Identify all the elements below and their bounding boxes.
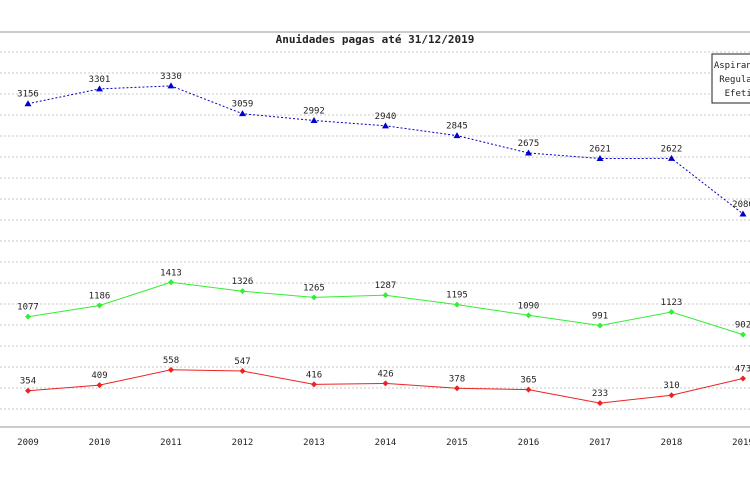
data-label: 233	[592, 389, 608, 399]
data-label: 378	[449, 374, 465, 384]
data-label: 2622	[661, 144, 683, 154]
data-point	[239, 288, 246, 295]
data-point	[239, 367, 246, 374]
chart-title: Anuidades pagas até 31/12/2019	[276, 33, 475, 46]
legend: Aspirantes Regulares Efetivos	[711, 53, 750, 104]
data-point	[310, 117, 318, 124]
data-label: 1186	[89, 292, 111, 302]
x-tick-label: 2012	[232, 438, 254, 448]
data-point	[311, 381, 317, 388]
data-label: 558	[163, 356, 179, 366]
data-label: 1326	[232, 277, 254, 287]
x-tick-label: 2016	[518, 438, 540, 448]
data-label: 1195	[446, 291, 468, 301]
x-tick-label: 2015	[446, 438, 468, 448]
data-label: 1265	[303, 283, 325, 293]
data-point	[668, 392, 675, 399]
data-point	[25, 387, 31, 394]
data-point	[382, 292, 389, 299]
data-point	[739, 210, 747, 217]
data-label: 310	[663, 381, 679, 391]
data-point	[24, 100, 32, 107]
data-point	[96, 85, 103, 92]
series-group: 3156 3301 3330 3059 2992 2940 2845 2675 2621 2622…	[17, 72, 750, 407]
x-tick-label: 2014	[375, 438, 397, 448]
data-point	[740, 375, 746, 382]
data-point	[525, 312, 532, 319]
series-efetivos: 354 409 558 547 416 426 378 365 233 310 473	[20, 356, 750, 407]
series-regulares: 1077 1186 1413 1326 1265 1287 1195 1090 991 1123 9…	[17, 268, 750, 338]
data-point	[168, 279, 174, 286]
data-point	[96, 302, 103, 309]
data-label: 416	[306, 370, 322, 380]
legend-entry: Efetivos	[725, 89, 750, 99]
data-label: 2992	[303, 107, 325, 117]
data-label: 547	[234, 357, 250, 367]
data-point	[311, 294, 317, 301]
series-aspirantes: 3156 3301 3330 3059 2992 2940 2845 2675 2621 2622…	[17, 72, 750, 217]
data-label: 3156	[17, 90, 39, 100]
legend-entry: Regulares	[719, 75, 750, 85]
data-point	[168, 366, 174, 373]
data-label: 3301	[89, 75, 111, 85]
legend-box	[711, 53, 750, 104]
data-point	[239, 110, 246, 117]
data-label: 365	[520, 376, 536, 386]
data-label: 2080	[732, 200, 750, 210]
data-point	[525, 386, 532, 393]
x-tick-label: 2017	[589, 438, 611, 448]
data-point	[740, 331, 746, 338]
series-line	[27, 85, 744, 215]
data-point	[597, 400, 603, 407]
gridlines	[0, 51, 750, 410]
data-label: 1287	[375, 281, 397, 291]
data-label: 2621	[589, 145, 611, 155]
data-label: 2675	[518, 139, 540, 149]
x-axis: 2009 2010 2011 2012 2013 2014 2015 2016 2017 2018…	[17, 438, 750, 448]
data-label: 902	[735, 321, 750, 331]
data-point	[167, 82, 175, 89]
data-point	[668, 154, 675, 161]
data-label: 3330	[160, 72, 182, 82]
data-point	[96, 382, 103, 389]
data-point	[382, 380, 389, 387]
data-label: 2845	[446, 122, 468, 132]
data-label: 1090	[518, 301, 540, 311]
data-point	[454, 301, 460, 308]
data-label: 426	[377, 369, 393, 379]
data-label: 1077	[17, 303, 39, 313]
legend-entry: Aspirantes	[714, 61, 750, 71]
data-point	[668, 308, 675, 315]
data-label: 354	[20, 377, 36, 387]
x-tick-label: 2013	[303, 438, 325, 448]
data-point	[596, 155, 604, 162]
data-point	[597, 322, 603, 329]
data-label: 3059	[232, 100, 254, 110]
data-point	[453, 132, 461, 139]
x-tick-label: 2018	[661, 438, 683, 448]
x-tick-label: 2011	[160, 438, 182, 448]
data-label: 1413	[160, 268, 182, 278]
data-point	[454, 385, 460, 392]
data-point	[382, 122, 389, 129]
data-point	[25, 313, 31, 320]
data-label: 1123	[661, 298, 683, 308]
x-tick-label: 2019	[732, 438, 750, 448]
data-point	[525, 149, 532, 156]
x-tick-label: 2009	[17, 438, 39, 448]
data-label: 991	[592, 311, 608, 321]
x-tick-label: 2010	[89, 438, 111, 448]
data-label: 473	[735, 365, 750, 375]
data-label: 409	[91, 371, 107, 381]
data-label: 2940	[375, 112, 397, 122]
